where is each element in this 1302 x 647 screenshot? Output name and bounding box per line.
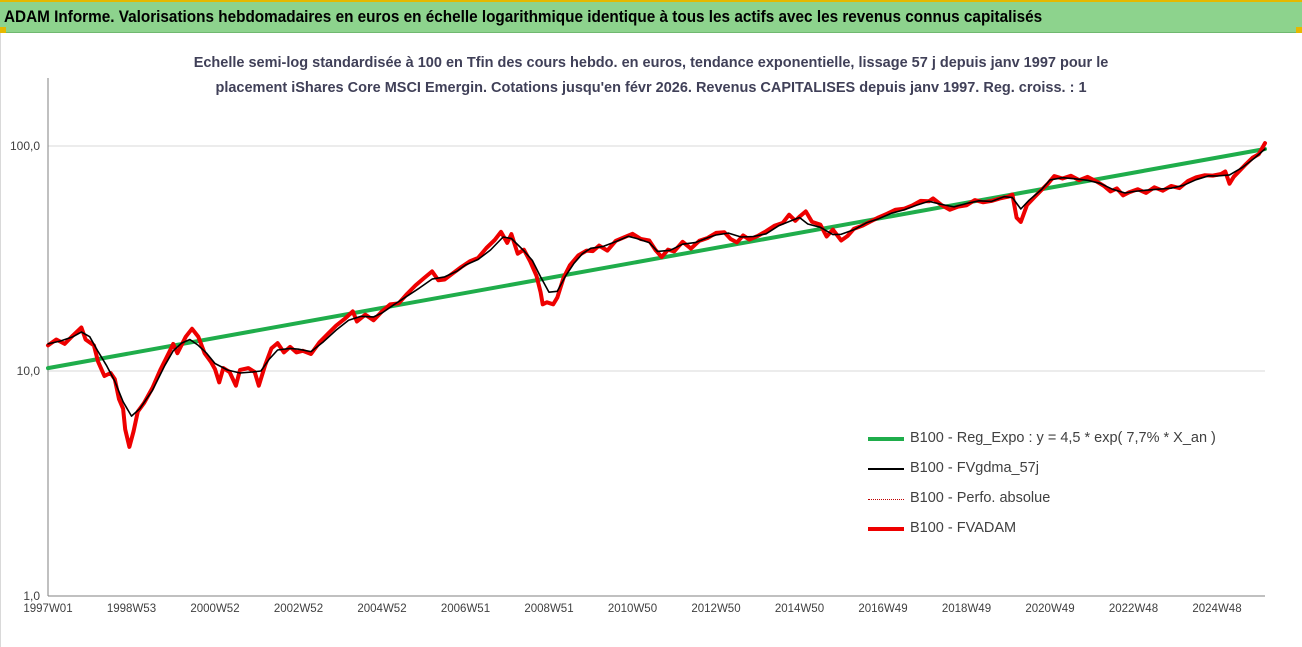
x-tick-label: 1998W53 bbox=[107, 603, 156, 615]
series-lines bbox=[46, 141, 1267, 449]
legend-swatch-reg-expo bbox=[868, 437, 904, 441]
x-tick-label: 2000W52 bbox=[190, 603, 239, 615]
x-tick-label: 2020W49 bbox=[1025, 603, 1074, 615]
page-title: ADAM Informe. Valorisations hebdomadaire… bbox=[4, 7, 1043, 26]
x-tick-label: 2016W49 bbox=[858, 603, 907, 615]
header-banner: ADAM Informe. Valorisations hebdomadaire… bbox=[0, 0, 1302, 33]
series-line-1 bbox=[47, 148, 1266, 417]
legend-swatch-perfo-absolue bbox=[868, 499, 904, 500]
legend-label-fvgdma: B100 - FVgdma_57j bbox=[910, 460, 1039, 476]
legend-swatch-fvgdma bbox=[868, 468, 904, 470]
y-tick-label: 100,0 bbox=[10, 139, 40, 153]
legend-label-reg-expo: B100 - Reg_Expo : y = 4,5 * exp( 7,7% * … bbox=[910, 430, 1216, 446]
x-tick-label: 2002W52 bbox=[274, 603, 323, 615]
x-tick-label: 2022W48 bbox=[1109, 603, 1158, 615]
legend-label-fvadam: B100 - FVADAM bbox=[910, 520, 1017, 536]
x-tick-label: 2010W50 bbox=[608, 603, 657, 615]
x-tick-label: 2014W50 bbox=[775, 603, 824, 615]
y-tick-label: 10,0 bbox=[17, 364, 41, 378]
x-tick-label: 2006W51 bbox=[441, 603, 490, 615]
x-tick-label: 1997W01 bbox=[23, 603, 72, 615]
x-tick-label: 2024W48 bbox=[1192, 603, 1241, 615]
series-line-0 bbox=[46, 147, 1267, 371]
chart-title-line-2: placement iShares Core MSCI Emergin. Cot… bbox=[215, 80, 1087, 96]
legend-label-perfo-absolue: B100 - Perfo. absolue bbox=[910, 490, 1051, 506]
legend-swatch-fvadam bbox=[868, 527, 904, 531]
chart-area bbox=[0, 33, 1302, 647]
x-axis-ticks: 1997W01 1998W53 2000W52 2002W52 2004W52 2006W… bbox=[23, 603, 1241, 615]
x-tick-label: 2008W51 bbox=[524, 603, 573, 615]
y-axis-ticks: 1,0 10,0 100,0 bbox=[10, 139, 40, 603]
y-tick-label: 1,0 bbox=[23, 589, 40, 603]
x-tick-label: 2004W52 bbox=[357, 603, 406, 615]
series-line-3 bbox=[46, 141, 1267, 449]
chart-title-line-1: Echelle semi-log standardisée à 100 en T… bbox=[193, 55, 1109, 71]
x-tick-label: 2018W49 bbox=[942, 603, 991, 615]
frame-corner-marker bbox=[0, 27, 6, 33]
frame-corner-marker bbox=[1296, 27, 1302, 33]
x-tick-label: 2012W50 bbox=[691, 603, 740, 615]
